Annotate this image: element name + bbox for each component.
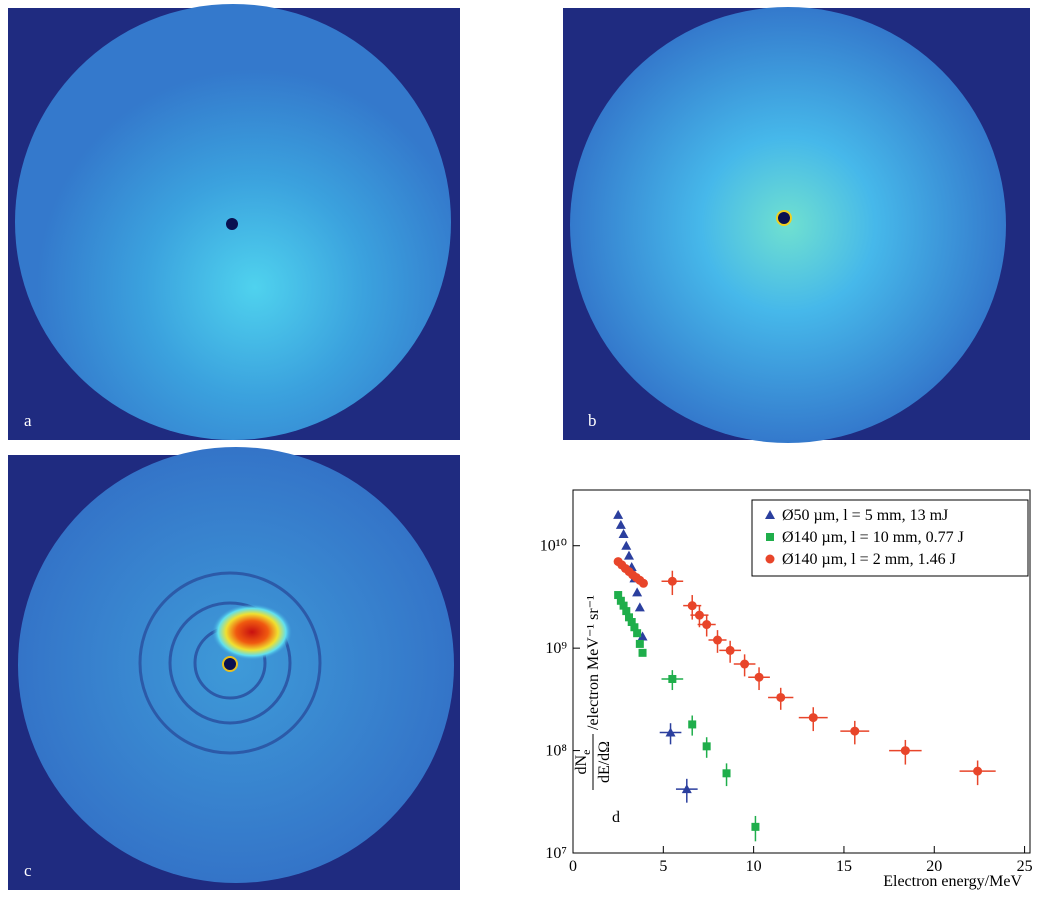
x-tick-label: 15 <box>836 858 852 875</box>
data-point <box>614 591 623 600</box>
data-point <box>621 540 632 550</box>
x-axis-label: Electron energy/MeV <box>883 873 1022 890</box>
data-point <box>627 618 636 627</box>
panel-label: b <box>588 411 597 430</box>
data-point <box>751 822 760 831</box>
panel-c: c <box>8 447 460 890</box>
data-point <box>687 601 697 611</box>
data-point <box>722 769 731 778</box>
data-point <box>637 631 648 641</box>
x-tick-label: 0 <box>569 858 577 875</box>
annotation: d <box>612 809 620 826</box>
data-point <box>668 674 677 683</box>
data-point <box>623 550 634 560</box>
data-point <box>754 672 764 682</box>
panel-label: a <box>24 411 32 430</box>
data-point <box>619 601 628 610</box>
data-point <box>688 720 697 729</box>
legend-label: Ø140 µm, l = 10 mm, 0.77 J <box>782 529 964 546</box>
y-label-unit: /electron MeV⁻¹ sr⁻¹ <box>585 595 602 730</box>
data-point <box>702 742 711 751</box>
data-point <box>638 578 648 588</box>
x-tick-label: 10 <box>746 858 762 875</box>
legend-label: Ø140 µm, l = 2 mm, 1.46 J <box>782 551 956 568</box>
legend-label: Ø50 µm, l = 5 mm, 13 mJ <box>782 507 948 524</box>
y-tick-label: 10⁸ <box>545 743 567 760</box>
data-point <box>633 629 642 638</box>
data-point <box>615 519 626 529</box>
data-point <box>694 610 704 620</box>
y-tick-label: 10⁷ <box>545 845 567 862</box>
data-point <box>808 713 818 723</box>
data-point <box>624 613 633 622</box>
panel-a: a <box>8 4 460 440</box>
data-point <box>667 576 677 586</box>
data-point <box>900 746 910 756</box>
data-point <box>973 766 983 776</box>
data-point <box>634 602 645 612</box>
data-point <box>622 607 631 616</box>
data-point <box>850 726 860 736</box>
y-label-numerator: dNe <box>573 750 593 775</box>
data-point <box>632 587 643 597</box>
y-tick-label: 10¹⁰ <box>540 538 567 555</box>
data-point <box>616 596 625 605</box>
chart: d Electron energy/MeV dNe dE/dΩ /electro… <box>572 489 1031 890</box>
data-point <box>665 727 676 737</box>
panel-label: c <box>24 861 32 880</box>
data-point <box>681 784 692 794</box>
y-axis-label: dNe dE/dΩ /electron MeV⁻¹ sr⁻¹ <box>573 595 613 790</box>
data-point <box>776 692 786 702</box>
data-point <box>702 620 712 630</box>
data-point <box>613 509 624 519</box>
panel-b: b <box>563 7 1030 443</box>
data-point <box>740 659 750 669</box>
data-point <box>618 529 629 539</box>
legend-marker <box>765 510 775 519</box>
y-tick-label: 10⁹ <box>545 640 567 657</box>
data-point <box>630 623 639 632</box>
data-point <box>638 648 647 657</box>
x-tick-label: 20 <box>926 858 942 875</box>
data-point <box>635 639 644 648</box>
data-point <box>725 645 735 655</box>
data-point <box>713 635 723 645</box>
legend-marker <box>765 554 775 564</box>
x-tick-label: 25 <box>1017 858 1033 875</box>
x-tick-label: 5 <box>659 858 667 875</box>
legend-marker <box>766 533 774 541</box>
y-label-denominator: dE/dΩ <box>596 741 613 783</box>
legend <box>751 499 1029 577</box>
